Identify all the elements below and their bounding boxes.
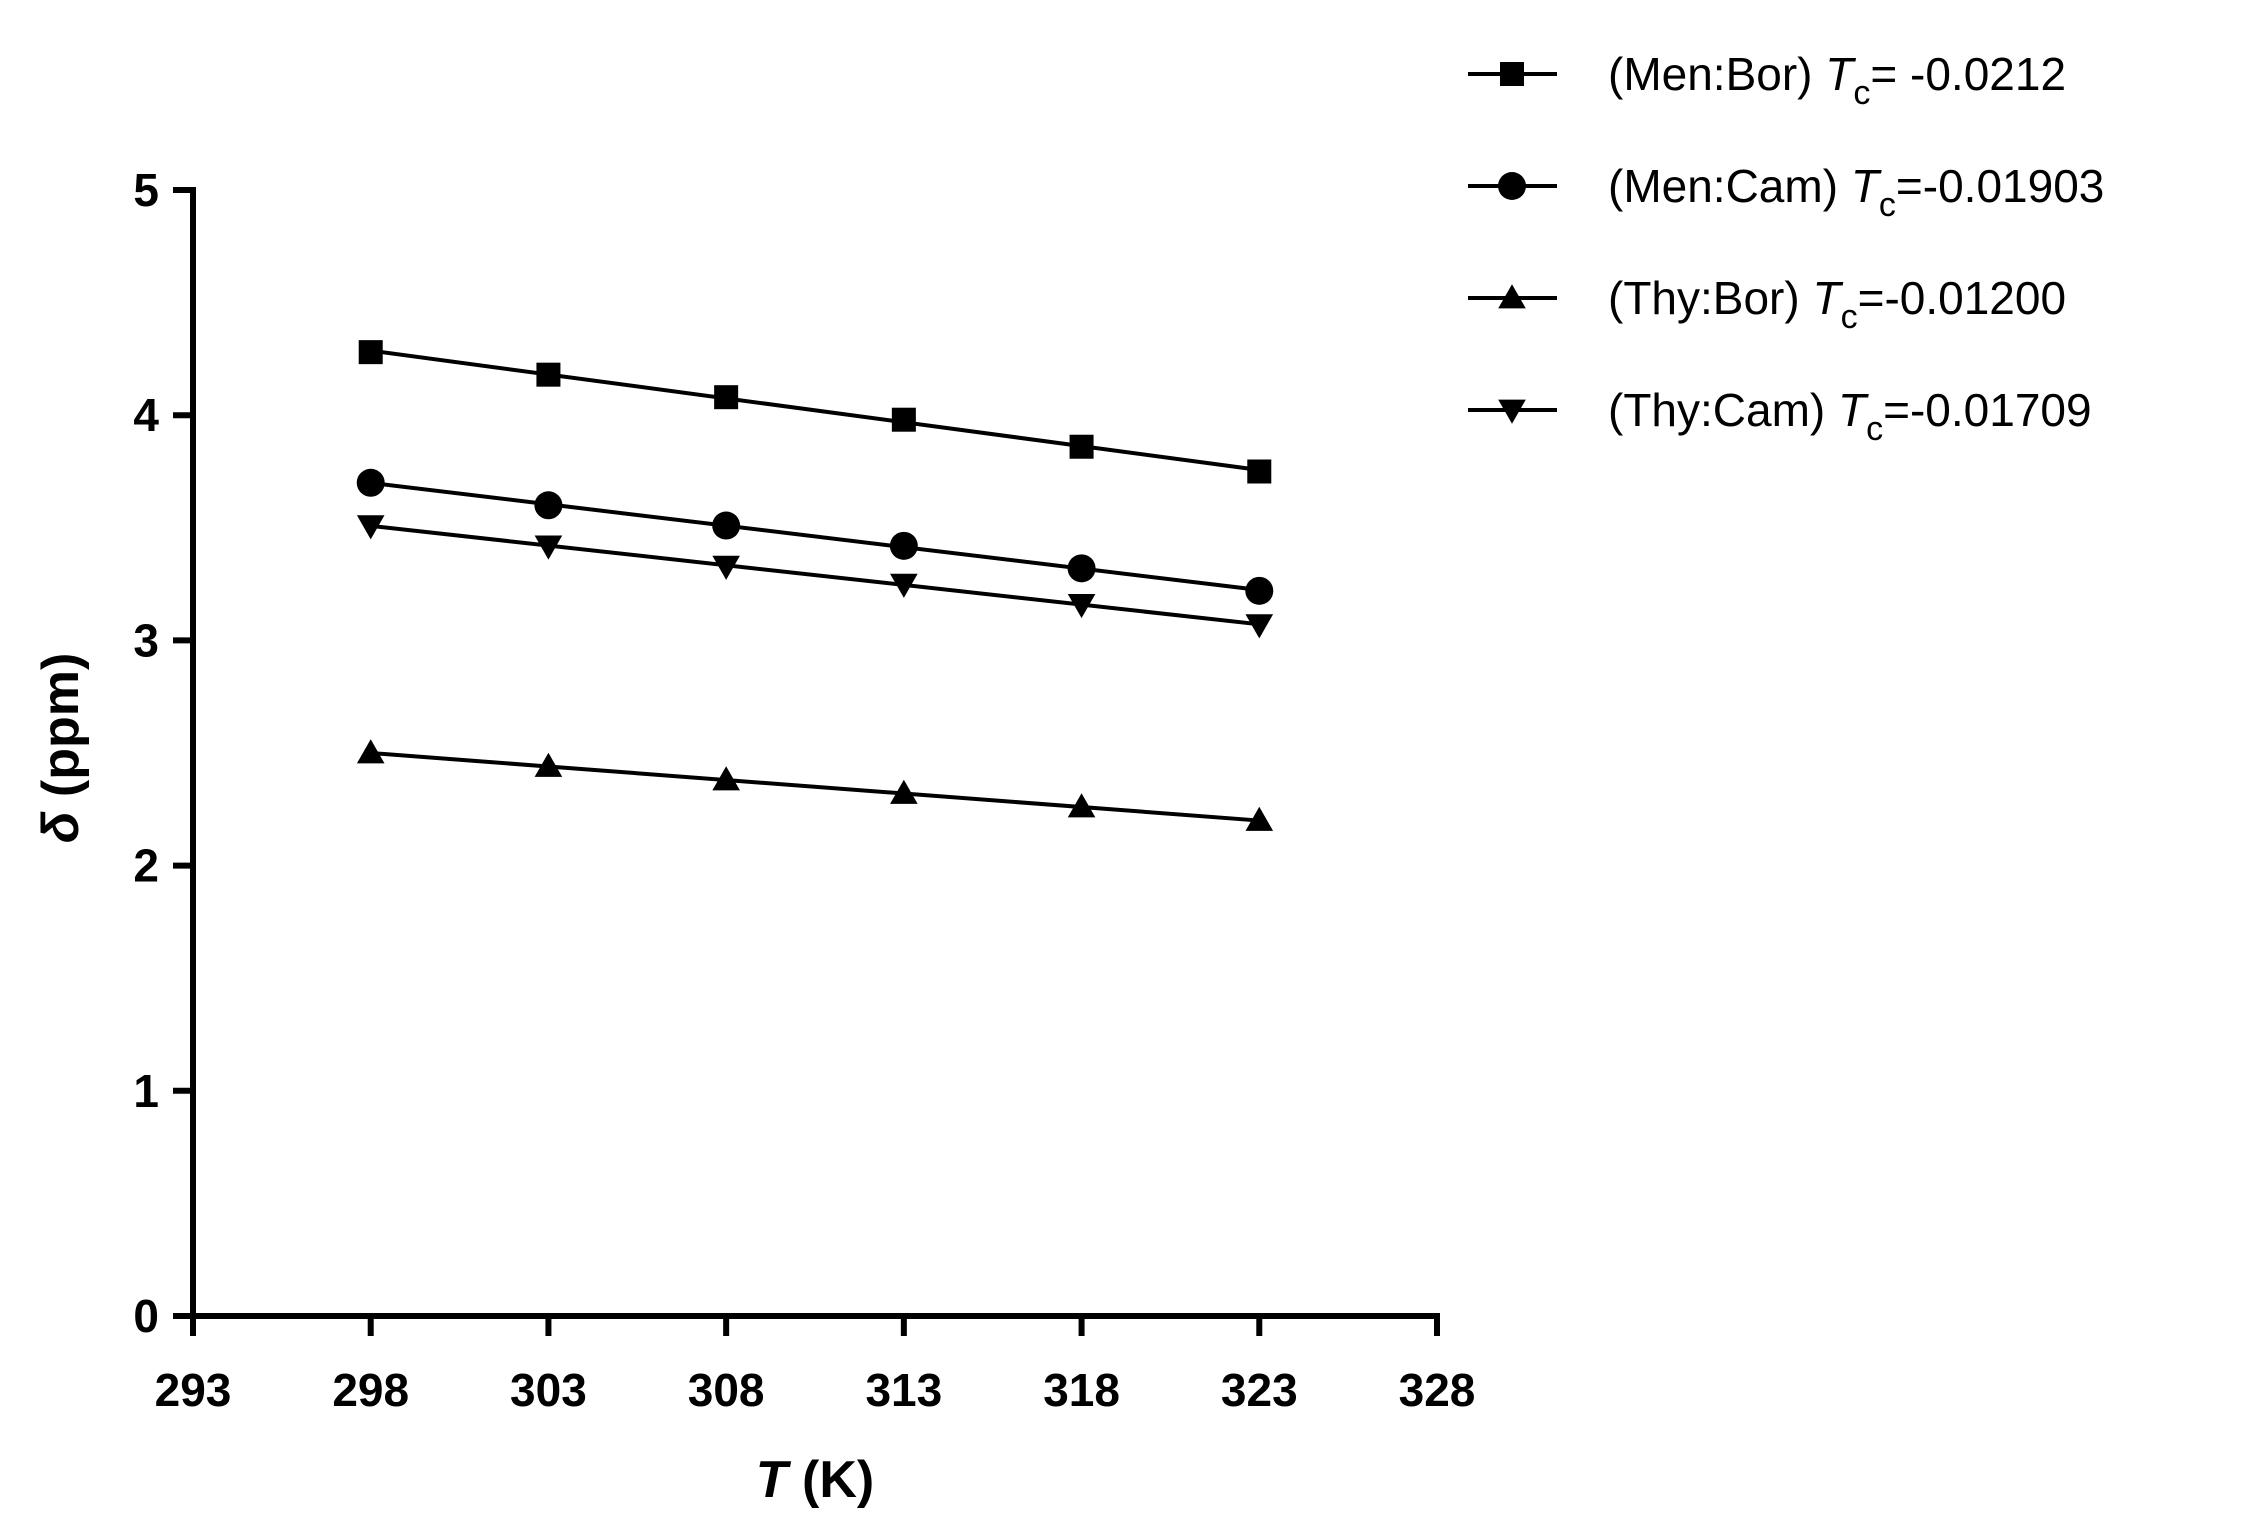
data-point (1067, 793, 1096, 818)
legend-series-name: (Thy:Bor) (1608, 272, 1812, 324)
data-point (1069, 434, 1094, 459)
ticks: 293 298 303 308 313 318 323 328 0 1 2 3 4 5 (133, 164, 1475, 1416)
series-circle (356, 468, 1274, 605)
legend-tc-symbol: T (1812, 272, 1843, 324)
data-point (534, 752, 563, 777)
x-tick-label: 323 (1221, 1364, 1298, 1416)
data-point (358, 340, 383, 365)
y-axis-title-symbol: δ (32, 811, 90, 843)
legend-entry: (Thy:Bor) Tc=-0.01200 (1468, 272, 2066, 336)
x-tick-label: 313 (865, 1364, 942, 1416)
legend-tc-subscript: c (1853, 74, 1870, 112)
x-tick-label: 298 (332, 1364, 409, 1416)
data-point (536, 362, 561, 387)
data-point (890, 573, 918, 598)
y-axis-title: δ (ppm) (32, 653, 90, 844)
x-axis-title-unit: (K) (788, 1451, 875, 1509)
legend-label: (Men:Bor) Tc= -0.0212 (1608, 48, 2066, 112)
legend-tc-value: =-0.01903 (1896, 160, 2104, 212)
legend: (Men:Bor) Tc= -0.0212(Men:Cam) Tc=-0.019… (1468, 48, 2104, 448)
series-triangle-up (356, 739, 1274, 831)
series-layer (356, 340, 1274, 831)
legend-series-name: (Thy:Cam) (1608, 384, 1838, 436)
legend-tc-subscript: c (1841, 298, 1858, 336)
y-tick-label: 5 (133, 164, 159, 216)
data-point (712, 766, 740, 791)
legend-entry: (Men:Cam) Tc=-0.01903 (1468, 160, 2104, 224)
legend-tc-symbol: T (1851, 160, 1882, 212)
series-square (358, 340, 1272, 484)
legend-tc-symbol: T (1825, 48, 1856, 100)
series-fit-line (370, 348, 1260, 472)
axes (190, 187, 1440, 1319)
series-fit-line (370, 480, 1260, 592)
legend-marker (1500, 62, 1524, 86)
legend-tc-symbol: T (1838, 384, 1869, 436)
data-point (534, 535, 563, 560)
data-point (534, 491, 563, 520)
legend-label: (Thy:Cam) Tc=-0.01709 (1608, 384, 2092, 448)
legend-entry: (Men:Bor) Tc= -0.0212 (1468, 48, 2066, 112)
series-fit-line (370, 523, 1260, 627)
legend-label: (Men:Cam) Tc=-0.01903 (1608, 160, 2104, 224)
data-point (1245, 806, 1274, 831)
data-point (712, 555, 740, 580)
data-point (1245, 576, 1274, 605)
series-fit-line (370, 751, 1260, 823)
series-triangle-down (356, 515, 1274, 639)
legend-tc-subscript: c (1879, 186, 1896, 224)
legend-entry: (Thy:Cam) Tc=-0.01709 (1468, 384, 2092, 448)
data-point (889, 531, 918, 560)
data-point (356, 739, 385, 764)
data-point (891, 407, 916, 432)
legend-tc-value: =-0.01200 (1858, 272, 2066, 324)
data-point (356, 515, 385, 540)
legend-marker (1498, 284, 1526, 309)
data-point (1245, 614, 1274, 639)
data-point (1067, 554, 1096, 583)
data-point (890, 779, 918, 804)
legend-tc-subscript: c (1866, 410, 1883, 448)
y-tick-label: 0 (133, 1290, 159, 1342)
legend-marker (1498, 172, 1526, 200)
x-tick-label: 308 (688, 1364, 765, 1416)
svg-text:T (K): T (K) (756, 1451, 874, 1509)
data-point (714, 385, 739, 410)
x-tick-label: 303 (510, 1364, 587, 1416)
y-axis-title-unit: (ppm) (32, 653, 90, 812)
x-axis-title-symbol: T (756, 1451, 792, 1509)
data-point (1247, 459, 1272, 484)
legend-tc-value: = -0.0212 (1870, 48, 2066, 100)
legend-label: (Thy:Bor) Tc=-0.01200 (1608, 272, 2066, 336)
x-tick-label: 318 (1043, 1364, 1120, 1416)
svg-text:δ (ppm): δ (ppm) (32, 653, 90, 844)
x-axis-title: T (K) (756, 1451, 874, 1509)
y-tick-label: 4 (133, 389, 159, 441)
data-point (1067, 594, 1096, 619)
legend-marker (1498, 399, 1526, 424)
y-tick-label: 1 (133, 1065, 159, 1117)
data-point (356, 468, 385, 497)
x-tick-label: 293 (155, 1364, 232, 1416)
x-tick-label: 328 (1399, 1364, 1476, 1416)
legend-tc-value: =-0.01709 (1883, 384, 2091, 436)
legend-series-name: (Men:Cam) (1608, 160, 1851, 212)
legend-series-name: (Men:Bor) (1608, 48, 1825, 100)
data-point (712, 511, 741, 540)
y-tick-label: 2 (133, 840, 159, 892)
y-tick-label: 3 (133, 614, 159, 666)
